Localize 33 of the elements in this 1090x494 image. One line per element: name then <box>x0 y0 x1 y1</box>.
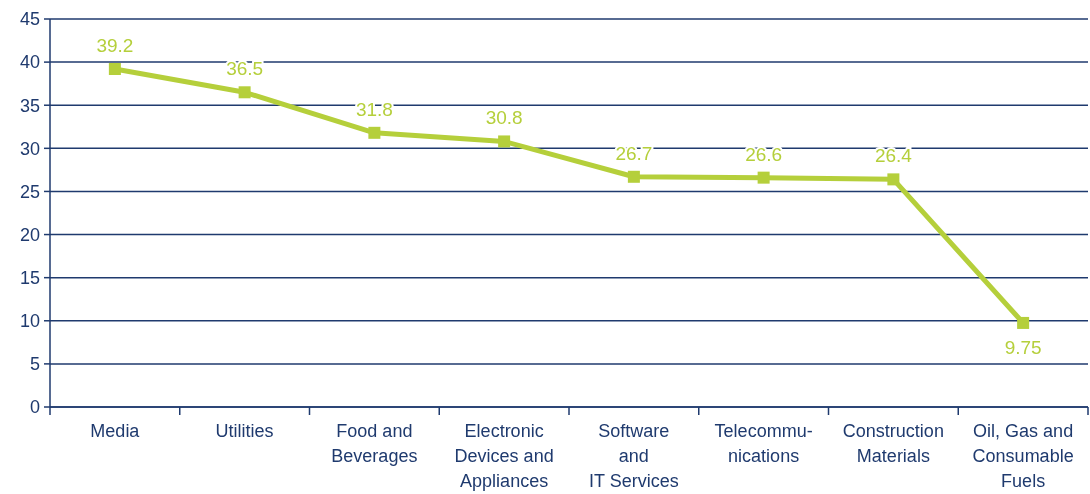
point <box>1017 316 1030 329</box>
point <box>108 63 121 76</box>
y-tick-label: 40 <box>19 52 40 73</box>
y-tick-label: 10 <box>19 311 40 332</box>
point <box>627 170 640 183</box>
point <box>498 135 511 148</box>
x-tick-label: Software and IT Services <box>589 421 679 491</box>
x-tick-label: Utilities <box>215 421 274 441</box>
data-label: 26.7 <box>615 142 653 164</box>
y-tick-label: 30 <box>19 138 40 159</box>
point <box>887 173 900 186</box>
y-tick-label: 20 <box>19 224 40 245</box>
data-label: 36.5 <box>226 58 264 80</box>
x-tick-label: Telecommu- nications <box>714 421 813 466</box>
x-tick-label: Media <box>90 421 141 441</box>
y-tick-label: 0 <box>29 397 40 418</box>
data-label: 26.6 <box>745 143 783 165</box>
data-label: 26.4 <box>874 145 913 167</box>
x-tick-label: Construction Materials <box>842 421 944 466</box>
y-tick-label: 15 <box>19 267 40 288</box>
y-tick-label: 25 <box>19 181 40 202</box>
y-tick-label: 45 <box>19 9 40 30</box>
data-label: 9.75 <box>1004 336 1042 358</box>
data-label: 39.2 <box>96 35 134 57</box>
x-tick-label: Oil, Gas and Consumable Fuels <box>972 421 1074 491</box>
y-tick-label: 35 <box>19 95 40 116</box>
point <box>757 171 770 184</box>
x-tick-label: Food and Beverages <box>331 421 418 466</box>
y-tick-label: 5 <box>29 354 40 375</box>
point <box>238 86 251 99</box>
data-label: 30.8 <box>485 107 523 129</box>
x-tick-label: Electronic Devices and Appliances <box>454 421 554 491</box>
point <box>368 126 381 139</box>
